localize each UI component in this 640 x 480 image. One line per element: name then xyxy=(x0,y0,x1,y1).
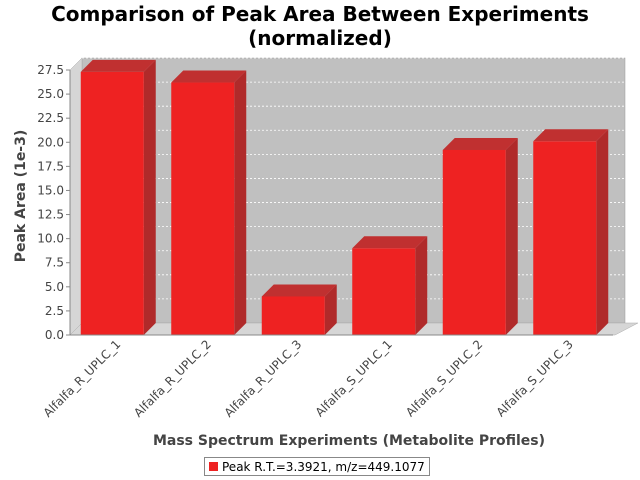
bar xyxy=(533,129,609,335)
bar-side xyxy=(505,137,518,335)
bar xyxy=(80,59,156,335)
bar-top xyxy=(171,70,247,83)
chart-title: Comparison of Peak Area Between Experime… xyxy=(0,2,640,50)
y-tick-label: 15.0 xyxy=(37,183,64,197)
bar-front xyxy=(442,149,506,335)
x-tick-label: Alfalfa_R_UPLC_3 xyxy=(222,337,305,420)
bar-side xyxy=(234,70,247,335)
bar-top xyxy=(80,59,156,72)
bar-top xyxy=(261,284,337,297)
y-tick-label: 2.5 xyxy=(45,304,64,318)
bar xyxy=(442,137,518,335)
bar-front xyxy=(80,71,144,335)
bar-front xyxy=(261,296,325,335)
bar-side xyxy=(143,59,156,335)
bars xyxy=(80,59,609,335)
y-tick-label: 7.5 xyxy=(45,256,64,270)
y-tick-label: 20.0 xyxy=(37,135,64,149)
bar-side xyxy=(324,284,337,335)
x-tick-label: Alfalfa_S_UPLC_3 xyxy=(494,337,576,419)
x-tick-label: Alfalfa_R_UPLC_2 xyxy=(131,337,214,420)
chart-title-line-1: Comparison of Peak Area Between Experime… xyxy=(51,2,589,26)
bar xyxy=(261,284,337,335)
y-axis: 0.0 2.5 5.0 7.5 10.0 12.5 15.0 17.5 20.0 22.5 25.0… xyxy=(37,63,71,342)
bar xyxy=(352,236,428,335)
y-tick-label: 0.0 xyxy=(45,328,64,342)
bar-top xyxy=(533,129,609,142)
bar-side xyxy=(596,129,609,335)
chart-title-line-2: (normalized) xyxy=(248,26,392,50)
legend: Peak R.T.=3.3921, m/z=449.1077 xyxy=(204,457,430,476)
y-tick-label: 17.5 xyxy=(37,159,64,173)
bar xyxy=(171,70,247,335)
bar-top xyxy=(442,137,518,150)
y-tick-label: 12.5 xyxy=(37,208,64,222)
y-tick-label: 10.0 xyxy=(37,232,64,246)
y-tick-label: 27.5 xyxy=(37,63,64,77)
x-tick-label: Alfalfa_S_UPLC_2 xyxy=(403,337,485,419)
x-axis-title: Mass Spectrum Experiments (Metabolite Pr… xyxy=(153,433,545,449)
y-axis-title: Peak Area (1e-3) xyxy=(13,130,29,263)
bar-front xyxy=(171,82,235,335)
bar-top xyxy=(352,236,428,249)
x-tick-label: Alfalfa_R_UPLC_1 xyxy=(41,337,124,420)
bar-side xyxy=(415,236,428,335)
y-tick-label: 25.0 xyxy=(37,87,64,101)
x-axis: Alfalfa_R_UPLC_1 Alfalfa_R_UPLC_2 Alfalfa_… xyxy=(41,334,613,420)
y-tick-label: 22.5 xyxy=(37,111,64,125)
legend-label: Peak R.T.=3.3921, m/z=449.1077 xyxy=(222,459,425,474)
plot-left-wall xyxy=(69,57,83,336)
bar-front xyxy=(352,248,416,335)
x-tick-label: Alfalfa_S_UPLC_1 xyxy=(313,337,395,419)
legend-swatch xyxy=(209,462,218,471)
y-tick-label: 5.0 xyxy=(45,280,64,294)
bar-front xyxy=(533,141,597,335)
